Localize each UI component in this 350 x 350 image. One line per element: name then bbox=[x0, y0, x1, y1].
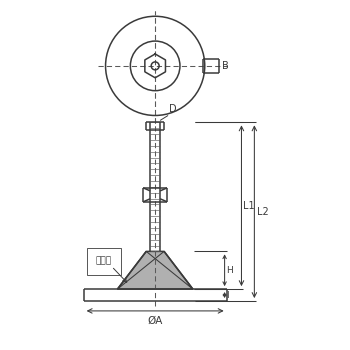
Text: ØA: ØA bbox=[147, 316, 163, 326]
Text: L1: L1 bbox=[244, 201, 255, 211]
Text: カシメ: カシメ bbox=[96, 257, 112, 266]
Polygon shape bbox=[118, 251, 193, 289]
Text: L2: L2 bbox=[257, 207, 269, 217]
Text: I: I bbox=[226, 290, 229, 300]
Text: D: D bbox=[169, 105, 177, 114]
Text: B: B bbox=[222, 61, 229, 71]
Text: H: H bbox=[226, 266, 233, 275]
